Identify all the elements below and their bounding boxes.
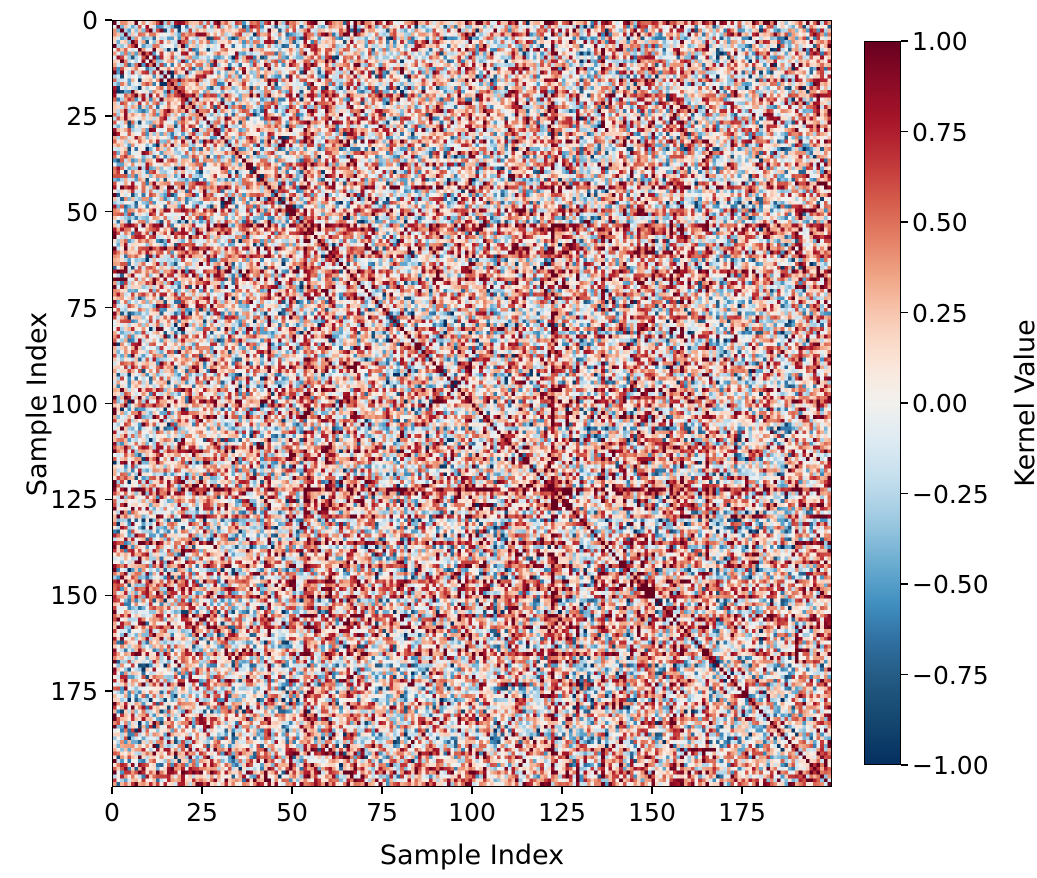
x-tick-label: 100 bbox=[448, 798, 496, 827]
colorbar-tick-mark bbox=[901, 492, 908, 495]
y-tick-mark bbox=[105, 594, 112, 596]
y-tick-mark bbox=[105, 306, 112, 309]
x-tick-label: 50 bbox=[276, 798, 308, 827]
x-tick-mark bbox=[561, 787, 563, 794]
y-tick-label: 75 bbox=[66, 293, 98, 323]
y-tick-mark bbox=[105, 402, 112, 405]
y-tick-label: 150 bbox=[50, 581, 98, 611]
colorbar-tick-label: 0.25 bbox=[912, 298, 968, 328]
colorbar-tick-mark bbox=[901, 673, 908, 676]
colorbar-gradient bbox=[865, 42, 900, 764]
colorbar-tick-label: −0.75 bbox=[912, 660, 989, 690]
colorbar-tick-mark bbox=[901, 311, 908, 314]
x-tick-mark bbox=[471, 787, 473, 794]
colorbar-tick-label: −0.25 bbox=[912, 479, 989, 509]
x-tick-mark bbox=[651, 787, 653, 794]
x-tick-mark bbox=[201, 787, 203, 794]
colorbar-tick-mark bbox=[901, 130, 908, 133]
colorbar-tick-mark bbox=[901, 402, 908, 404]
y-tick-label: 175 bbox=[50, 677, 98, 707]
y-tick-mark bbox=[105, 115, 112, 117]
colorbar-tick-mark bbox=[901, 221, 908, 223]
x-tick-label: 125 bbox=[538, 798, 586, 827]
colorbar-tick-label: 0.75 bbox=[912, 117, 968, 147]
colorbar-tick-label: −1.00 bbox=[912, 751, 989, 780]
x-tick-mark bbox=[741, 787, 743, 794]
x-tick-mark bbox=[291, 787, 293, 794]
y-tick-mark bbox=[105, 690, 112, 692]
colorbar-tick-mark bbox=[901, 583, 908, 585]
colorbar-tick-label: 1.00 bbox=[912, 27, 968, 56]
x-tick-label: 75 bbox=[366, 798, 398, 827]
y-tick-label: 50 bbox=[66, 197, 98, 227]
heatmap-image bbox=[113, 21, 831, 786]
colorbar-tick-label: −0.50 bbox=[912, 570, 989, 599]
x-tick-mark bbox=[111, 787, 113, 794]
x-tick-label: 0 bbox=[104, 798, 120, 827]
y-tick-label: 100 bbox=[50, 389, 98, 419]
colorbar-tick-mark bbox=[901, 40, 908, 42]
y-tick-label: 0 bbox=[82, 6, 98, 35]
colorbar bbox=[864, 41, 901, 765]
heatmap-plot-area bbox=[112, 20, 832, 787]
x-tick-label: 175 bbox=[718, 798, 766, 827]
y-tick-mark bbox=[105, 211, 112, 213]
y-axis-label: Sample Index bbox=[22, 311, 53, 496]
colorbar-tick-label: 0.50 bbox=[912, 208, 968, 237]
y-tick-label: 25 bbox=[66, 101, 98, 131]
y-tick-label: 125 bbox=[50, 485, 98, 515]
colorbar-label: Kernel Value bbox=[1010, 319, 1037, 487]
x-axis-label: Sample Index bbox=[379, 840, 565, 871]
colorbar-tick-mark bbox=[901, 764, 908, 766]
x-tick-mark bbox=[381, 787, 383, 794]
x-tick-label: 25 bbox=[186, 798, 218, 827]
y-tick-mark bbox=[105, 498, 112, 501]
x-tick-label: 150 bbox=[628, 798, 676, 827]
colorbar-tick-label: 0.00 bbox=[912, 389, 968, 418]
y-tick-mark bbox=[105, 19, 112, 21]
